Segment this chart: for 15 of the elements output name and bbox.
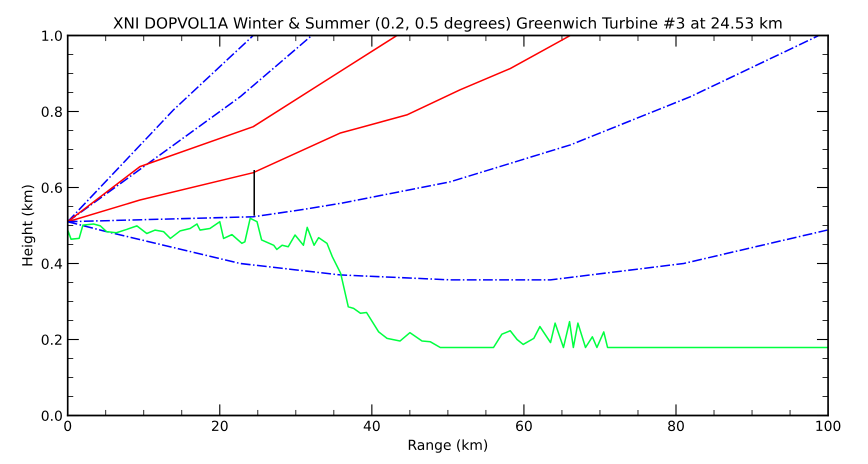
y-tick-label: 0.2 xyxy=(42,334,62,345)
y-tick-label: 0.6 xyxy=(42,182,62,193)
y-tick-label: 0.0 xyxy=(42,410,62,421)
y-axis-title: Height (km) xyxy=(22,185,36,266)
x-tick-label: 80 xyxy=(668,420,684,432)
chart-title: XNI DOPVOL1A Winter & Summer (0.2, 0.5 degrees) Greenwich Turbine #3 at 24.53 km xyxy=(113,16,782,32)
y-tick-label: 0.8 xyxy=(42,106,62,117)
y-tick-label: 0.4 xyxy=(42,258,62,269)
x-tick-label: 60 xyxy=(516,420,532,432)
x-tick-label: 20 xyxy=(212,420,228,432)
x-axis-title: Range (km) xyxy=(408,439,488,453)
y-tick-label: 1.0 xyxy=(42,30,62,41)
x-tick-label: 0 xyxy=(64,420,72,432)
x-tick-label: 100 xyxy=(816,420,840,432)
x-tick-label: 40 xyxy=(364,420,380,432)
